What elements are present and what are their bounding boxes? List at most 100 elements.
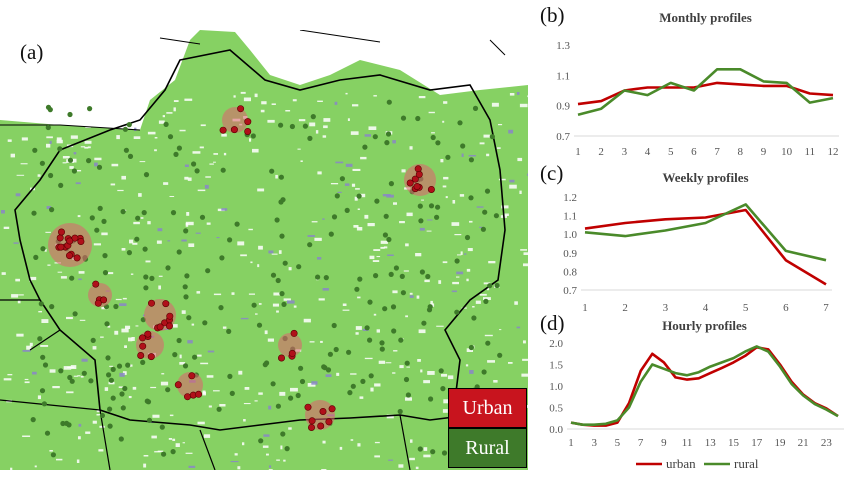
map-texture-patch bbox=[106, 272, 114, 275]
map-texture-patch bbox=[181, 310, 186, 314]
map-texture-patch bbox=[248, 293, 255, 295]
rural-marker bbox=[143, 172, 150, 178]
map-texture-patch bbox=[162, 115, 165, 118]
map-texture-patch bbox=[152, 414, 160, 418]
rural-marker bbox=[296, 264, 302, 270]
map-texture-patch bbox=[318, 298, 325, 301]
x-tick-label: 4 bbox=[703, 302, 709, 314]
map-texture-patch bbox=[427, 219, 433, 221]
map-texture-patch bbox=[17, 300, 21, 304]
rural-marker bbox=[457, 120, 463, 126]
rural-marker bbox=[364, 325, 370, 331]
map-texture-patch bbox=[234, 453, 238, 456]
map-texture-patch bbox=[129, 239, 134, 244]
map-texture-patch bbox=[109, 365, 114, 367]
rural-marker bbox=[39, 388, 46, 394]
urban-marker bbox=[304, 403, 312, 411]
map-texture-patch bbox=[122, 297, 127, 300]
map-texture-patch bbox=[336, 372, 340, 376]
rural-marker bbox=[135, 215, 141, 221]
map-texture-patch bbox=[110, 183, 116, 186]
map-legend-rural: Rural bbox=[448, 428, 527, 468]
map-texture-patch bbox=[357, 443, 361, 447]
rural-marker bbox=[404, 360, 410, 366]
map-texture-patch bbox=[487, 286, 490, 291]
x-tick-label: 1 bbox=[575, 146, 581, 158]
map-texture-patch bbox=[168, 438, 172, 440]
rural-marker bbox=[399, 273, 405, 279]
map-texture-patch bbox=[351, 183, 356, 187]
map-texture-patch bbox=[317, 100, 323, 102]
map-texture-patch bbox=[367, 223, 375, 227]
urban-marker bbox=[184, 393, 192, 401]
map-texture-patch bbox=[60, 276, 67, 279]
map-texture-patch bbox=[508, 129, 514, 134]
map-texture-patch bbox=[405, 315, 408, 318]
profile-charts: (b) (c) (d) Monthly profiles 0.7 0.9 1.1 1.3… bbox=[540, 3, 844, 471]
rural-marker bbox=[89, 215, 95, 221]
map-texture-patch bbox=[32, 371, 37, 375]
map-texture-patch bbox=[356, 227, 363, 231]
map-texture-patch bbox=[509, 93, 515, 96]
urban-marker bbox=[77, 238, 85, 246]
rural-marker bbox=[41, 401, 48, 407]
map-texture-patch bbox=[514, 301, 518, 305]
urban-marker bbox=[156, 323, 164, 331]
map-texture-patch bbox=[98, 449, 104, 452]
map-texture-patch bbox=[43, 116, 47, 118]
map-texture-patch bbox=[197, 354, 202, 357]
rural-marker bbox=[32, 147, 38, 153]
map-texture-patch bbox=[452, 200, 456, 204]
rural-marker bbox=[44, 430, 51, 436]
rural-marker bbox=[454, 258, 460, 264]
rural-marker bbox=[37, 336, 43, 342]
rural-marker bbox=[270, 381, 276, 387]
map-texture-patch bbox=[96, 109, 104, 112]
panel-label-d: (d) bbox=[540, 311, 565, 335]
rural-marker bbox=[368, 373, 374, 379]
map-texture-patch bbox=[217, 208, 225, 212]
map-texture-patch bbox=[388, 459, 393, 461]
rural-marker bbox=[372, 134, 378, 140]
map-texture-patch bbox=[24, 378, 29, 380]
map-texture-patch bbox=[121, 175, 126, 180]
map-texture-patch bbox=[7, 374, 13, 376]
map-texture-patch bbox=[355, 326, 362, 330]
map-texture-patch bbox=[75, 182, 81, 185]
urban-marker bbox=[277, 354, 285, 362]
map-texture-patch bbox=[423, 454, 431, 458]
urban-marker bbox=[188, 372, 196, 380]
map-texture-patch bbox=[192, 151, 201, 154]
map-texture-patch bbox=[34, 465, 37, 468]
map-texture-patch bbox=[278, 250, 282, 254]
map-texture-patch bbox=[451, 222, 460, 226]
rural-marker bbox=[49, 304, 55, 310]
map-texture-patch bbox=[491, 102, 499, 107]
y-tick-label: 1.0 bbox=[563, 229, 577, 241]
map-texture-patch bbox=[370, 387, 374, 392]
rural-marker bbox=[176, 145, 182, 151]
rural-marker bbox=[280, 197, 286, 203]
map-texture-patch bbox=[45, 231, 51, 233]
map-texture-patch bbox=[15, 278, 20, 282]
urban-marker bbox=[100, 296, 108, 304]
rural-marker bbox=[374, 198, 380, 204]
map-texture-patch bbox=[401, 169, 406, 173]
rural-marker bbox=[88, 378, 94, 384]
urban-marker bbox=[57, 243, 65, 251]
rural-marker bbox=[334, 193, 340, 199]
map-texture-patch bbox=[242, 442, 245, 446]
map-texture-patch bbox=[309, 341, 315, 343]
map-texture-patch bbox=[118, 386, 125, 388]
map-texture-patch bbox=[56, 458, 63, 461]
map-texture-patch bbox=[315, 130, 319, 134]
rural-marker bbox=[218, 305, 224, 311]
rural-marker bbox=[94, 227, 100, 233]
map-texture-patch bbox=[213, 161, 216, 163]
urban-marker bbox=[237, 105, 245, 113]
map-texture-patch bbox=[104, 387, 109, 391]
rural-marker bbox=[106, 372, 112, 378]
rural-marker bbox=[333, 346, 339, 353]
map-texture-patch bbox=[321, 469, 327, 471]
rural-marker bbox=[299, 378, 306, 385]
